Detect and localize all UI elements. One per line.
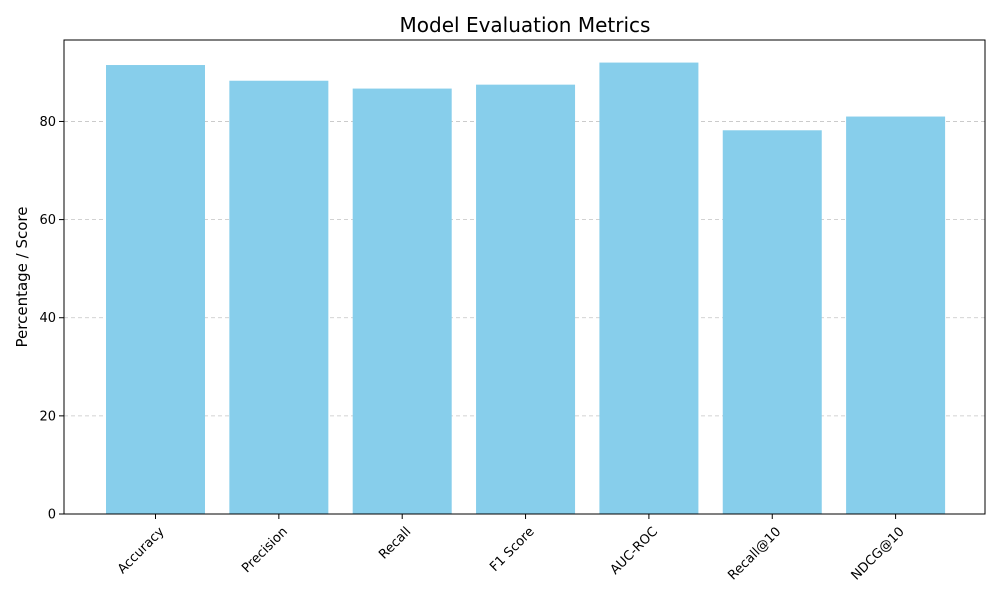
x-tick-label: F1 Score [487,524,537,574]
plot-frame [63,39,986,515]
x-tick-label: Recall [376,524,414,562]
x-tick-label: Accuracy [115,524,168,577]
x-tick-label: Precision [239,524,291,576]
x-tick-label: Recall@10 [725,524,784,583]
x-tick-label: NDCG@10 [849,524,908,583]
bar-accuracy [106,65,205,514]
bar-recall [352,88,452,514]
bar-recall-10 [722,130,822,515]
bar-precision [229,80,329,514]
axes [63,39,986,515]
y-tick-label: 60 [39,213,56,228]
y-tick-label: 0 [48,508,56,523]
y-tick-label: 80 [39,115,56,130]
x-ticks: Accuracy Precision Recall F1 Score AUC-ROC Re… [115,514,908,583]
y-tick-label: 40 [39,311,56,326]
y-ticks: 0 20 40 60 80 [39,115,64,523]
y-tick-label: 20 [39,409,56,424]
chart-title: Model Evaluation Metrics [400,13,651,37]
bars [106,62,946,515]
bar-ndcg-10 [846,116,946,515]
x-tick-label: AUC-ROC [608,524,661,577]
bar-f1-score [476,84,576,515]
y-axis-label: Percentage / Score [13,207,31,348]
bar-auc-roc [599,62,699,514]
